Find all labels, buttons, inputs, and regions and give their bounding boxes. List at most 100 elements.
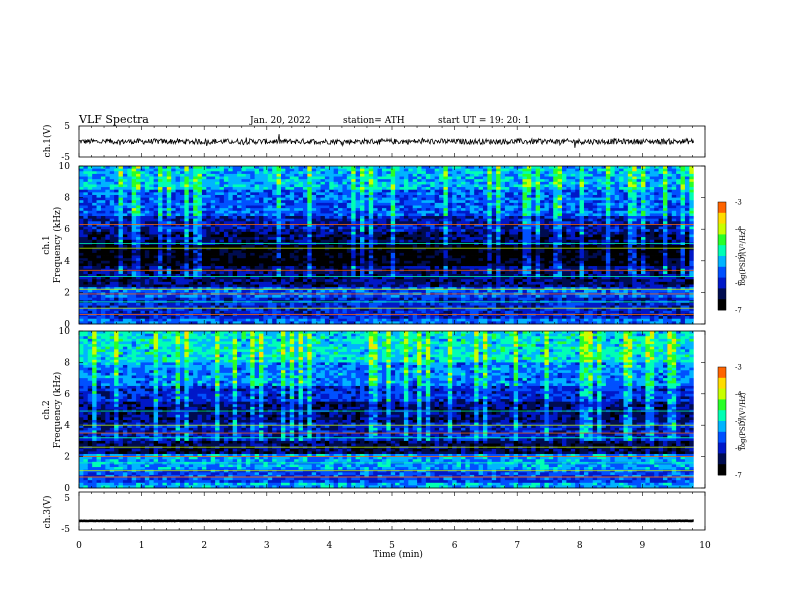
spectrogram-cell (334, 298, 339, 301)
spectrogram-cell (162, 290, 167, 293)
spectrogram-cell (325, 285, 330, 288)
spectrogram-cell (351, 311, 356, 314)
spectrogram-cell (105, 308, 110, 311)
spectrogram-cell (329, 242, 334, 245)
spectrogram-cell (329, 290, 334, 293)
spectrogram-cell (154, 287, 159, 290)
spectrogram-cell (233, 279, 238, 282)
spectrogram-cell (303, 234, 308, 237)
spectrogram-cell (92, 198, 97, 201)
spectrogram-cell (123, 171, 128, 174)
spectrogram-cell (316, 240, 321, 243)
spectrogram-cell (347, 319, 352, 322)
spectrogram-cell (171, 298, 176, 301)
spectrogram-cell (101, 237, 106, 240)
spectrogram-cell (268, 219, 273, 222)
spectrogram-cell (347, 182, 352, 185)
spectrogram-cell (114, 266, 119, 269)
spectrogram-cell (347, 253, 352, 256)
spectrogram-cell (83, 227, 88, 230)
spectrogram-cell (378, 256, 383, 259)
spectrogram-cell (259, 256, 264, 259)
spectrogram-cell (189, 190, 194, 193)
spectrogram-cell (149, 229, 154, 232)
spectrogram-cell (378, 245, 383, 248)
spectrogram-cell (395, 311, 400, 314)
spectrogram-cell (189, 258, 194, 261)
spectrogram-cell (321, 198, 326, 201)
spectrogram-cell (334, 213, 339, 216)
spectrogram-cell (250, 282, 255, 285)
spectrogram-cell (145, 187, 150, 190)
spectrogram-cell (250, 232, 255, 235)
spectrogram-cell (408, 219, 413, 222)
spectrogram-cell (259, 232, 264, 235)
spectrogram-cell (162, 203, 167, 206)
spectrogram-cell (382, 190, 387, 193)
spectrogram-cell (180, 219, 185, 222)
spectrogram-cell (233, 187, 238, 190)
spectrogram-cell (88, 253, 93, 256)
spectrogram-cell (149, 253, 154, 256)
spectrogram-cell (154, 266, 159, 269)
spectrogram-cell (263, 298, 268, 301)
spectrogram-cell (136, 234, 141, 237)
spectrogram-cell (158, 282, 163, 285)
spectrogram-cell (211, 316, 216, 319)
spectrogram-cell (114, 279, 119, 282)
spectrogram-cell (299, 253, 304, 256)
spectrogram-cell (404, 198, 409, 201)
spectrogram-cell (198, 206, 203, 209)
spectrogram-cell (140, 227, 145, 230)
spectrogram-cell (241, 213, 246, 216)
spectrogram-cell (285, 316, 290, 319)
spectrogram-cell (294, 290, 299, 293)
spectrogram-cell (356, 195, 361, 198)
spectrogram-cell (321, 295, 326, 298)
spectrogram-cell (290, 308, 295, 311)
spectrogram-cell (237, 308, 242, 311)
spectrogram-cell (325, 198, 330, 201)
spectrogram-cell (167, 258, 172, 261)
spectrogram-cell (404, 282, 409, 285)
spectrogram-cell (400, 285, 405, 288)
spectrogram-cell (171, 219, 176, 222)
spectrogram-cell (307, 271, 312, 274)
spectrogram-cell (263, 219, 268, 222)
spectrogram-cell (101, 266, 106, 269)
spectrogram-cell (101, 319, 106, 322)
spectrogram-cell (386, 206, 391, 209)
spectrogram-cell (97, 203, 102, 206)
spectrogram-cell (263, 282, 268, 285)
spectrogram-cell (312, 285, 317, 288)
spectrogram-cell (391, 313, 396, 316)
spectrogram-cell (202, 174, 207, 177)
spectrogram-cell (404, 263, 409, 266)
spectrogram-cell (140, 277, 145, 280)
spectrogram-cell (123, 277, 128, 280)
spectrogram-cell (360, 261, 365, 264)
spectrogram-cell (347, 256, 352, 259)
spectrogram-cell (382, 208, 387, 211)
spectrogram-cell (408, 282, 413, 285)
spectrogram-cell (228, 234, 233, 237)
spectrogram-cell (228, 211, 233, 214)
spectrogram-cell (215, 298, 220, 301)
spectrogram-cell (325, 313, 330, 316)
spectrogram-cell (92, 187, 97, 190)
spectrogram-cell (79, 213, 84, 216)
spectrogram-cell (347, 174, 352, 177)
spectrogram-cell (391, 242, 396, 245)
spectrogram-cell (417, 245, 422, 248)
spectrogram-cell (110, 290, 115, 293)
spectrogram-cell (404, 316, 409, 319)
spectrogram-cell (154, 221, 159, 224)
spectrogram-cell (211, 208, 216, 211)
spectrogram-cell (154, 187, 159, 190)
spectrogram-cell (312, 279, 317, 282)
spectrogram-cell (220, 242, 225, 245)
spectrogram-cell (136, 240, 141, 243)
spectrogram-cell (321, 208, 326, 211)
spectrogram-cell (184, 258, 189, 261)
